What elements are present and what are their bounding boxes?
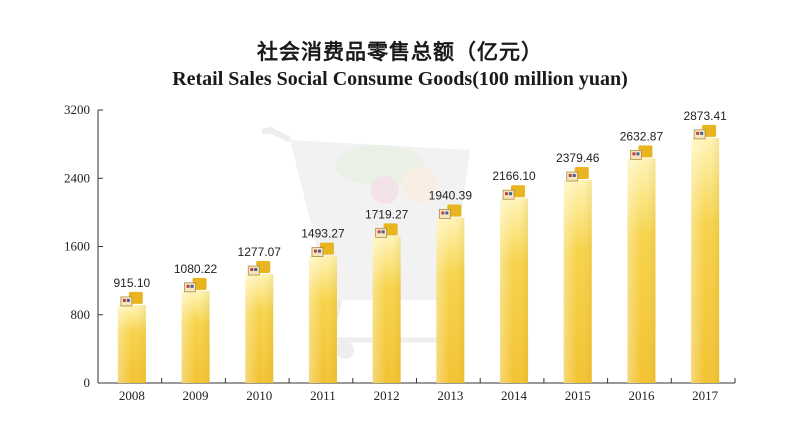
shopping-bag-icon xyxy=(502,185,526,200)
bar-shade xyxy=(372,236,401,383)
bar-value-label: 2379.46 xyxy=(556,151,600,165)
bar-series: 915.10 1080.22 1277.07 1493.27 1719.27 1940.3… xyxy=(113,109,727,383)
x-tick-label: 2017 xyxy=(692,388,719,403)
bar-value-label: 2166.10 xyxy=(492,169,536,183)
shopping-bag-icon xyxy=(184,277,207,293)
shopping-bag-icon xyxy=(375,223,398,238)
chart-axes: 0 800 1600 2400 3200 2008 2009 2010 2011 2012 2013… xyxy=(64,102,736,403)
y-tick-label: 1600 xyxy=(64,239,90,254)
shopping-bag-icon xyxy=(630,145,653,160)
x-tick-label: 2011 xyxy=(310,388,336,403)
x-tick-label: 2008 xyxy=(119,388,145,403)
shopping-bag-icon xyxy=(566,167,589,182)
y-tick-label: 800 xyxy=(71,307,91,322)
x-tick-label: 2012 xyxy=(374,388,400,403)
y-tick-label: 0 xyxy=(84,375,91,390)
shopping-bag-icon xyxy=(311,242,334,258)
x-tick-label: 2010 xyxy=(246,388,272,403)
bar-shade xyxy=(627,158,656,383)
x-tick-label: 2009 xyxy=(183,388,209,403)
x-tick-label: 2015 xyxy=(565,388,591,403)
bar-shade xyxy=(500,198,529,383)
bar-value-label: 1940.39 xyxy=(429,188,473,202)
bar-shade xyxy=(181,290,210,383)
bar-shade xyxy=(436,217,465,383)
bar-value-label: 1719.27 xyxy=(365,207,409,221)
y-tick-label: 3200 xyxy=(64,102,90,117)
x-tick-label: 2014 xyxy=(501,388,528,403)
shopping-bag-icon xyxy=(120,291,143,307)
y-tick-label: 2400 xyxy=(64,170,90,185)
bar-value-label: 915.10 xyxy=(113,276,150,290)
bar-value-label: 1080.22 xyxy=(174,262,218,276)
bar-shade xyxy=(245,274,274,383)
bar-value-label: 2632.87 xyxy=(620,129,664,143)
bar-shade xyxy=(308,255,337,383)
x-tick-label: 2013 xyxy=(437,388,463,403)
bar-value-label: 1493.27 xyxy=(301,227,345,241)
bar-value-label: 2873.41 xyxy=(683,109,727,123)
chart-subtitle: Retail Sales Social Consume Goods(100 mi… xyxy=(172,68,628,90)
chart-title: 社会消费品零售总额（亿元） xyxy=(257,39,543,64)
bar-value-label: 1277.07 xyxy=(238,245,282,259)
bar-shade xyxy=(563,180,592,383)
shopping-bag-icon xyxy=(438,204,462,219)
shopping-bag-icon xyxy=(693,124,717,140)
bar-shade xyxy=(117,304,146,383)
bar-shade xyxy=(691,137,720,383)
x-tick-label: 2016 xyxy=(628,388,655,403)
shopping-bag-icon xyxy=(247,261,271,276)
